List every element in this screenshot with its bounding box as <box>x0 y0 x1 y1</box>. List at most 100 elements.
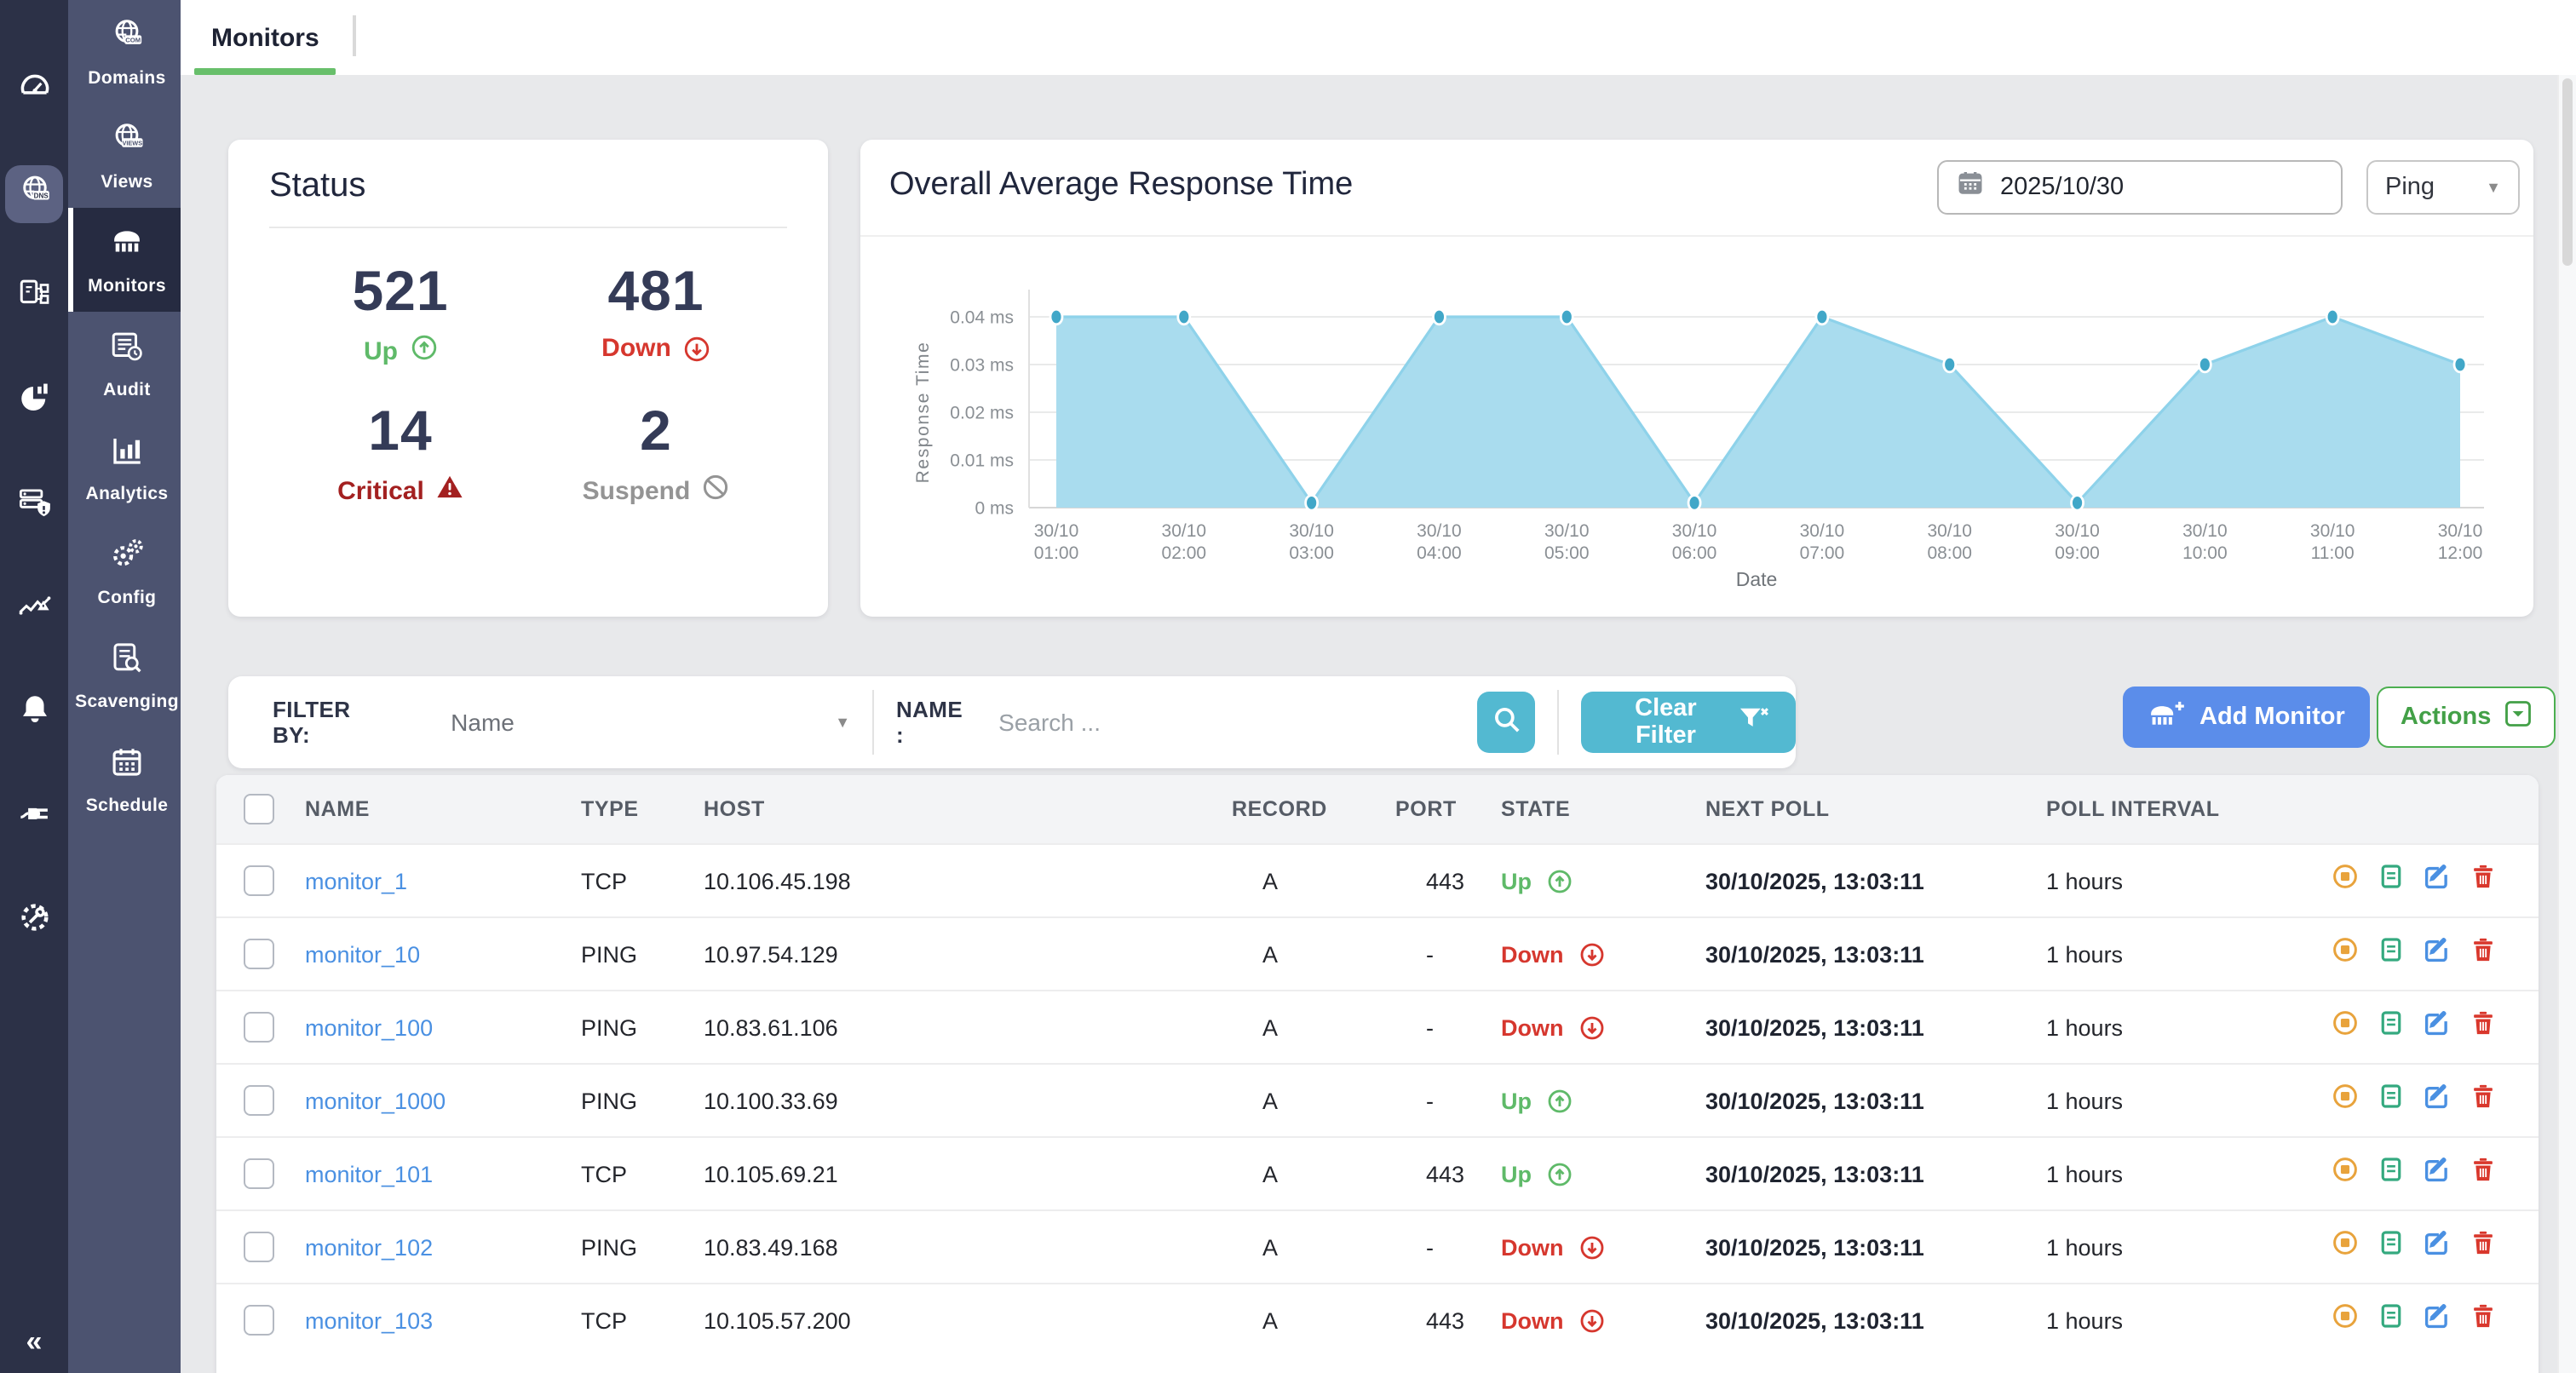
delete-monitor-icon[interactable] <box>2470 1083 2496 1117</box>
monitor-next-poll: 30/10/2025, 13:03:11 <box>1705 1088 1924 1113</box>
monitor-port: - <box>1426 1088 1434 1113</box>
report-log-icon[interactable] <box>2378 864 2404 898</box>
edit-monitor-icon[interactable] <box>2424 1010 2450 1044</box>
sidebar-item-config[interactable]: Config <box>68 520 181 623</box>
monitor-name-link[interactable]: monitor_10 <box>305 941 421 967</box>
actions-dropdown-button[interactable]: Actions <box>2377 686 2556 748</box>
rail-item-anomaly[interactable] <box>5 581 63 639</box>
report-log-icon[interactable] <box>2378 937 2404 971</box>
stat-suspend: 2 Suspend <box>528 399 784 508</box>
monitor-name-link[interactable]: monitor_1000 <box>305 1088 446 1113</box>
sidebar-item-analytics[interactable]: Analytics <box>68 416 181 520</box>
pause-monitor-icon[interactable] <box>2332 864 2358 898</box>
edit-monitor-icon[interactable] <box>2424 1157 2450 1191</box>
tab-monitors[interactable]: Monitors <box>194 0 336 75</box>
monitor-next-poll: 30/10/2025, 13:03:11 <box>1705 1014 1924 1040</box>
monitor-name-link[interactable]: monitor_1 <box>305 868 408 893</box>
delete-monitor-icon[interactable] <box>2470 1157 2496 1191</box>
pause-monitor-icon[interactable] <box>2332 1303 2358 1337</box>
sidebar-item-monitors[interactable]: Monitors <box>68 208 181 312</box>
rail-item-dns[interactable]: DNS <box>5 165 63 223</box>
monitor-poll-interval: 1 hours <box>2046 941 2124 967</box>
monitor-name-link[interactable]: monitor_100 <box>305 1014 434 1040</box>
search-input[interactable] <box>995 707 1478 738</box>
monitor-name-link[interactable]: monitor_103 <box>305 1307 434 1333</box>
monitor-port: 443 <box>1426 868 1465 893</box>
stat-down: 481 Down <box>528 259 784 368</box>
monitor-record: A <box>1262 1234 1279 1260</box>
rail-item-security[interactable] <box>5 477 63 535</box>
server-shield-icon <box>16 484 52 528</box>
report-log-icon[interactable] <box>2378 1303 2404 1337</box>
sidebar-item-views[interactable]: VIEWS Views <box>68 104 181 208</box>
pause-monitor-icon[interactable] <box>2332 1083 2358 1117</box>
monitor-type: PING <box>581 1014 638 1040</box>
row-checkbox[interactable] <box>244 1085 274 1116</box>
date-value: 2025/10/30 <box>2000 174 2125 201</box>
scrollbar-thumb[interactable] <box>2562 78 2573 266</box>
row-checkbox[interactable] <box>244 1158 274 1189</box>
bell-icon <box>16 692 52 736</box>
date-picker-input[interactable]: 2025/10/30 <box>1937 160 2343 215</box>
search-button[interactable] <box>1477 692 1536 753</box>
state-circle-arrow-icon <box>1547 1161 1573 1186</box>
sidebar-item-schedule[interactable]: Schedule <box>68 727 181 831</box>
chevron-down-icon[interactable]: ▼ <box>835 714 851 731</box>
filter-by-select[interactable]: Name <box>451 709 515 736</box>
clear-filter-button[interactable]: Clear Filter <box>1581 692 1796 753</box>
monitor-state: Down <box>1501 1014 1705 1040</box>
table-row-partial <box>216 1356 2539 1373</box>
edit-monitor-icon[interactable] <box>2424 864 2450 898</box>
edit-monitor-icon[interactable] <box>2424 937 2450 971</box>
sidebar-item-audit[interactable]: Audit <box>68 312 181 416</box>
pause-monitor-icon[interactable] <box>2332 1010 2358 1044</box>
edit-monitor-icon[interactable] <box>2424 1303 2450 1337</box>
monitor-type: PING <box>581 1234 638 1260</box>
sidebar-item-domains[interactable]: COM Domains <box>68 0 181 104</box>
delete-monitor-icon[interactable] <box>2470 937 2496 971</box>
row-actions <box>2332 864 2511 898</box>
pause-monitor-icon[interactable] <box>2332 1230 2358 1264</box>
row-actions <box>2332 937 2511 971</box>
edit-monitor-icon[interactable] <box>2424 1230 2450 1264</box>
rail-item-notifications[interactable] <box>5 685 63 743</box>
report-log-icon[interactable] <box>2378 1230 2404 1264</box>
report-log-icon[interactable] <box>2378 1010 2404 1044</box>
pause-monitor-icon[interactable] <box>2332 1157 2358 1191</box>
row-checkbox[interactable] <box>244 1012 274 1043</box>
row-checkbox[interactable] <box>244 939 274 969</box>
monitor-name-link[interactable]: monitor_102 <box>305 1234 434 1260</box>
report-log-icon[interactable] <box>2378 1083 2404 1117</box>
rail-item-analytics-pie[interactable] <box>5 373 63 431</box>
delete-monitor-icon[interactable] <box>2470 864 2496 898</box>
edit-monitor-icon[interactable] <box>2424 1083 2450 1117</box>
topbar: Monitors <box>181 0 2576 75</box>
audit-log-icon <box>109 328 145 379</box>
select-all-checkbox[interactable] <box>244 794 274 824</box>
monitor-name-link[interactable]: monitor_101 <box>305 1161 434 1186</box>
rail-item-settings[interactable] <box>5 893 63 951</box>
table-row: monitor_102 PING 10.83.49.168 A - Down 3… <box>216 1209 2539 1283</box>
sidebar-item-label: Schedule <box>85 795 169 815</box>
rail-item-integrations[interactable] <box>5 789 63 847</box>
row-checkbox[interactable] <box>244 865 274 896</box>
row-checkbox[interactable] <box>244 1305 274 1336</box>
collapse-sidebar-button[interactable]: « <box>26 1325 43 1358</box>
divider <box>1557 690 1560 755</box>
row-checkbox[interactable] <box>244 1232 274 1262</box>
monitor-type-select[interactable]: Ping ▼ <box>2366 160 2520 215</box>
report-log-icon[interactable] <box>2378 1157 2404 1191</box>
delete-monitor-icon[interactable] <box>2470 1303 2496 1337</box>
rail-item-zones[interactable] <box>5 269 63 327</box>
rail-item-dashboard[interactable] <box>5 61 63 119</box>
sidebar-item-scavenging[interactable]: Scavenging <box>68 623 181 727</box>
table-row: monitor_1 TCP 10.106.45.198 A 443 Up 30/… <box>216 843 2539 916</box>
pause-monitor-icon[interactable] <box>2332 937 2358 971</box>
delete-monitor-icon[interactable] <box>2470 1230 2496 1264</box>
add-monitor-button[interactable]: Add Monitor <box>2123 686 2371 748</box>
delete-monitor-icon[interactable] <box>2470 1010 2496 1044</box>
page-scrollbar[interactable] <box>2557 75 2576 1373</box>
